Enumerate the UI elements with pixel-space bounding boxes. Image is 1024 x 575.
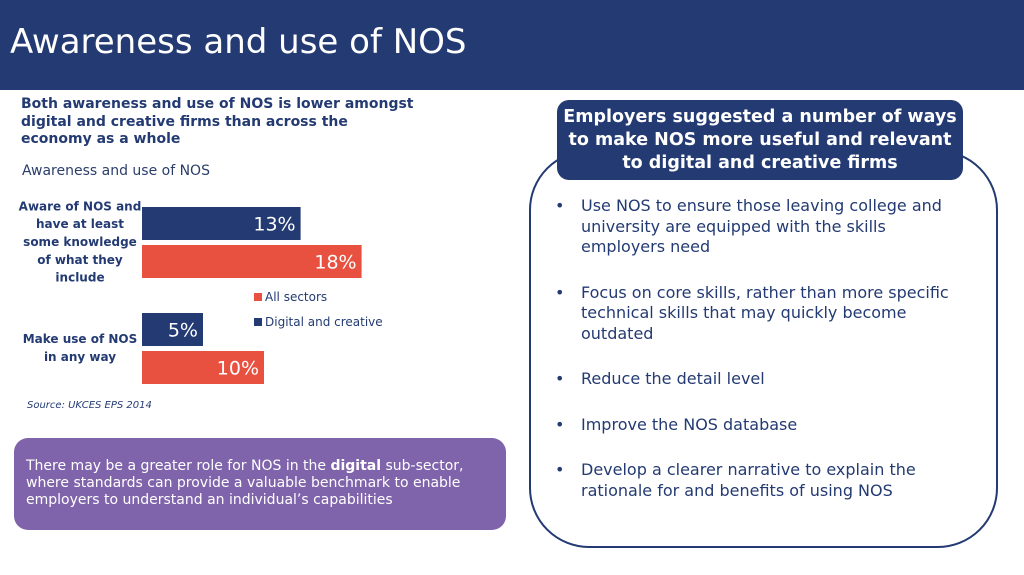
category-label: in any way bbox=[44, 350, 116, 364]
legend-swatch bbox=[254, 318, 262, 326]
bar bbox=[142, 245, 362, 278]
bullet-icon: • bbox=[555, 282, 565, 302]
callout-text-before: There may be a greater role for NOS in t… bbox=[26, 458, 331, 474]
bar bbox=[142, 313, 203, 346]
source-note: Source: UKCES EPS 2014 bbox=[27, 400, 152, 411]
list-item-text: Reduce the detail level bbox=[581, 369, 765, 388]
callout-box: There may be a greater role for NOS in t… bbox=[14, 438, 506, 530]
list-item-text: Develop a clearer narrative to explain t… bbox=[581, 460, 916, 500]
bullet-icon: • bbox=[555, 414, 565, 434]
data-label: 18% bbox=[314, 252, 356, 274]
bullet-icon: • bbox=[555, 369, 565, 388]
category-label: some knowledge bbox=[23, 235, 137, 249]
bar-chart: Aware of NOS and have at least some knowle… bbox=[19, 199, 383, 384]
category-label: Make use of NOS bbox=[23, 332, 138, 346]
list-item: • Reduce the detail level bbox=[555, 369, 965, 390]
data-label: 13% bbox=[253, 214, 295, 236]
legend-swatch bbox=[254, 293, 262, 301]
bar bbox=[142, 351, 264, 384]
data-label: 5% bbox=[168, 320, 198, 342]
list-item: • Focus on core skills, rather than more … bbox=[555, 283, 965, 345]
suggestions-panel bbox=[529, 150, 998, 548]
panel-header: Employers suggested a number of ways to … bbox=[557, 100, 963, 180]
list-item: • Use NOS to ensure those leaving college… bbox=[555, 196, 965, 258]
list-item-text: Focus on core skills, rather than more s… bbox=[581, 282, 949, 343]
callout-text: There may be a greater role for NOS in t… bbox=[26, 458, 496, 509]
chart-heading: Awareness and use of NOS bbox=[22, 163, 210, 179]
header-bar bbox=[0, 0, 1024, 90]
list-item: • Improve the NOS database bbox=[555, 415, 965, 436]
category-label: have at least bbox=[36, 217, 124, 231]
callout-text-bold: digital bbox=[330, 458, 382, 474]
data-label: 10% bbox=[217, 358, 259, 380]
category-label: Aware of NOS and bbox=[19, 199, 142, 213]
bullet-icon: • bbox=[555, 460, 565, 479]
list-item-text: Improve the NOS database bbox=[581, 414, 798, 434]
category-label: include bbox=[55, 271, 104, 285]
legend-label: All sectors bbox=[265, 290, 327, 304]
bar bbox=[142, 207, 301, 240]
list-item-text: Use NOS to ensure those leaving college … bbox=[581, 196, 942, 256]
bullet-icon: • bbox=[555, 196, 565, 215]
subtitle: Both awareness and use of NOS is lower a… bbox=[21, 96, 414, 147]
list-item: • Develop a clearer narrative to explain … bbox=[555, 460, 965, 501]
callout-text-after: sub-sector, where standards can provide … bbox=[26, 458, 464, 508]
category-label: of what they bbox=[37, 253, 123, 267]
suggestions-list: • Use NOS to ensure those leaving college… bbox=[555, 196, 965, 501]
page-title: Awareness and use of NOS bbox=[10, 22, 467, 62]
legend-label: Digital and creative bbox=[265, 315, 383, 329]
